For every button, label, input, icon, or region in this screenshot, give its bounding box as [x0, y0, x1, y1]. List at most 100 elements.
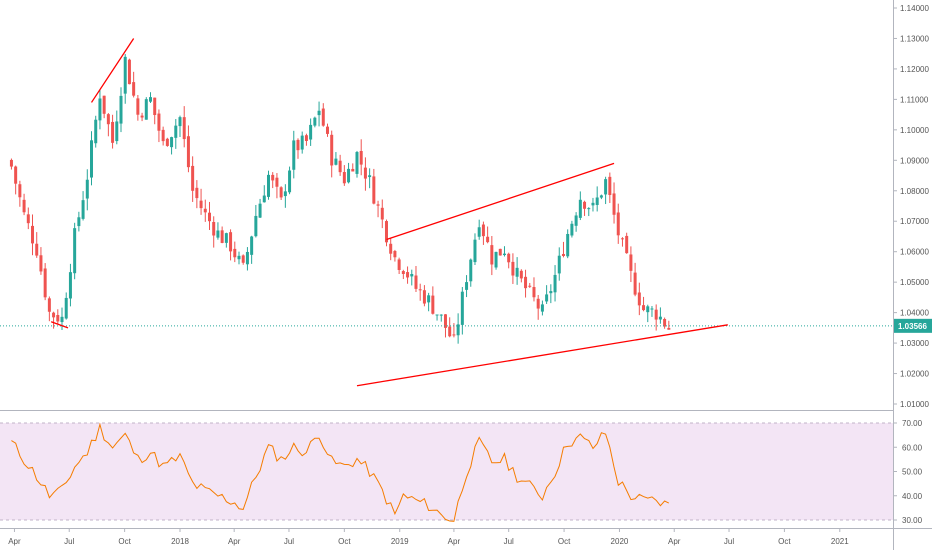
candle-body [490, 245, 494, 265]
time-tick-label: 2020 [611, 537, 629, 546]
time-tick-label: Oct [338, 537, 351, 546]
rsi-tick-label: 70.00 [902, 419, 923, 428]
candle-body [165, 138, 169, 146]
candle-body [35, 243, 39, 256]
candle-body [325, 126, 329, 134]
candle-body [195, 187, 199, 199]
candle-body [351, 168, 355, 172]
candle-body [313, 117, 317, 126]
candle-body [144, 99, 148, 120]
candle-body [380, 207, 384, 220]
time-tick-label: Apr [8, 537, 21, 546]
price-tick-label: 1.14000 [900, 4, 929, 13]
candle-body [186, 136, 190, 168]
candle-body [347, 168, 351, 183]
time-tick-label: 2018 [171, 537, 189, 546]
candle-body [583, 201, 587, 209]
candle-body [452, 334, 456, 336]
candle-body [123, 56, 127, 94]
candle-body [473, 239, 477, 263]
trendlines [50, 38, 728, 387]
candle-body [393, 251, 397, 258]
time-tick-label: Jul [504, 537, 514, 546]
candle-body [439, 314, 443, 316]
candle-body [85, 179, 89, 199]
last-price-label: 1.03566 [898, 322, 927, 331]
candle-body [283, 191, 287, 197]
candle-body [300, 135, 304, 150]
candle-body [64, 297, 68, 319]
rsi-tick-label: 40.00 [902, 492, 923, 501]
candle-body [250, 236, 254, 255]
candle-body [191, 165, 195, 191]
candle-body [275, 177, 279, 187]
candle-body [384, 221, 388, 243]
candle-body [540, 304, 544, 312]
price-tick-label: 1.09000 [900, 156, 929, 165]
candle-body [532, 287, 536, 298]
time-axis: Apr Jul Oct 2018 Apr Jul Oct 2019 Apr Jul Oct 2020 A… [8, 528, 849, 546]
candle-body [372, 176, 376, 204]
candle-body [212, 221, 216, 236]
candle-body [359, 150, 363, 165]
candle-body [241, 255, 245, 263]
candle-body [254, 215, 258, 237]
candle-body [427, 295, 431, 303]
candle-body [199, 200, 203, 209]
candle-body [106, 114, 110, 125]
time-tick-label: Apr [668, 537, 681, 546]
time-tick-label: Apr [228, 537, 241, 546]
price-tick-label: 1.04000 [900, 309, 929, 318]
candle-body [435, 314, 439, 316]
time-tick-label: Jul [64, 537, 74, 546]
candle-body [26, 214, 30, 224]
candle-body [338, 160, 342, 173]
candle-body [545, 294, 549, 302]
candle-body [465, 282, 469, 290]
price-tick-label: 1.07000 [900, 217, 929, 226]
candle-body [220, 230, 224, 243]
candle-body [140, 115, 144, 118]
candle-body [498, 248, 502, 256]
candle-body [43, 268, 47, 298]
candle-body [574, 215, 578, 226]
candle-body [296, 139, 300, 151]
candle-body [77, 217, 81, 227]
rsi-band [0, 423, 893, 520]
candle-body [266, 174, 270, 197]
candle-body [536, 298, 540, 309]
candle-body [321, 108, 325, 126]
candle-body [39, 255, 43, 272]
candle-body [237, 255, 241, 260]
trendline [90, 38, 135, 103]
candle-body [22, 199, 26, 213]
candle-body [561, 253, 565, 256]
candle-body [578, 199, 582, 218]
candle-body [591, 202, 595, 206]
candle-body [111, 121, 115, 143]
candle-body [292, 140, 296, 170]
candle-body [566, 233, 570, 257]
candle-body [161, 129, 165, 142]
rsi-pane: 30.00 40.00 50.00 60.00 70.00 [0, 419, 923, 525]
price-tick-label: 1.10000 [900, 126, 929, 135]
candle-body [31, 225, 35, 244]
candle-body [47, 298, 51, 312]
candle-body [9, 159, 13, 167]
candle-body [418, 289, 422, 291]
candle-body [658, 316, 662, 320]
candle-body [81, 200, 85, 219]
candle-body [102, 95, 106, 114]
candle-body [14, 166, 18, 184]
time-tick-label: 2019 [391, 537, 409, 546]
candle-body [132, 82, 136, 96]
price-tick-label: 1.13000 [900, 34, 929, 43]
candle-body [90, 140, 94, 178]
candle-body [637, 292, 641, 306]
candle-body [401, 271, 405, 275]
candle-body [595, 197, 599, 205]
price-tick-label: 1.12000 [900, 65, 929, 74]
candle-body [127, 59, 131, 85]
candle-body [511, 261, 515, 276]
